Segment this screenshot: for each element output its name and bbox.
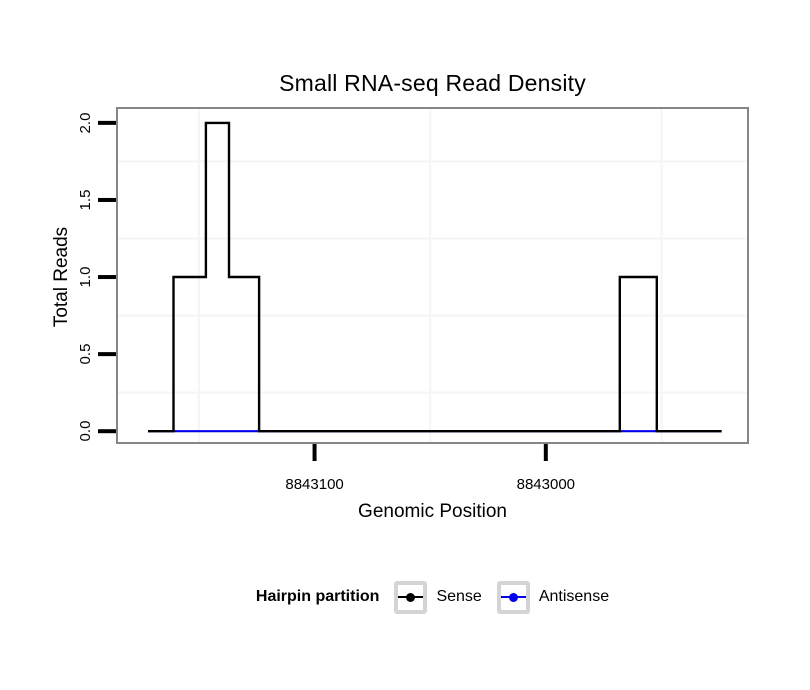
x-axis-tick xyxy=(543,444,548,461)
chart-title: Small RNA-seq Read Density xyxy=(279,70,586,96)
plot-panel xyxy=(116,107,749,444)
y-axis-title: Total Reads xyxy=(51,226,72,328)
legend-label-sense: Sense xyxy=(436,588,482,605)
y-tick-label: 0.5 xyxy=(77,343,94,365)
y-axis-tick xyxy=(98,275,116,280)
legend: Hairpin partition Sense Antisense xyxy=(118,579,747,615)
x-axis-title: Genomic Position xyxy=(358,501,507,522)
x-tick-label: 8843100 xyxy=(285,476,344,493)
y-axis-tick xyxy=(98,197,116,202)
y-tick-label: 1.0 xyxy=(77,266,94,288)
y-axis-tick xyxy=(98,429,116,434)
legend-item-sense: Sense xyxy=(394,580,482,614)
sense-point-icon xyxy=(406,592,416,602)
legend-key-sense xyxy=(394,580,428,614)
legend-label-antisense: Antisense xyxy=(538,588,610,605)
x-axis-tick xyxy=(312,444,317,461)
x-tick-label: 8843000 xyxy=(516,476,576,493)
legend-title: Hairpin partition xyxy=(255,588,380,605)
legend-key-antisense xyxy=(496,580,530,614)
y-tick-label: 2.0 xyxy=(77,112,94,134)
antisense-point-icon xyxy=(508,592,518,602)
y-axis-tick xyxy=(98,352,116,357)
legend-item-antisense: Antisense xyxy=(496,580,610,614)
y-tick-label: 1.5 xyxy=(77,189,94,211)
y-axis-tick xyxy=(98,120,116,125)
y-tick-label: 0.0 xyxy=(77,420,94,442)
